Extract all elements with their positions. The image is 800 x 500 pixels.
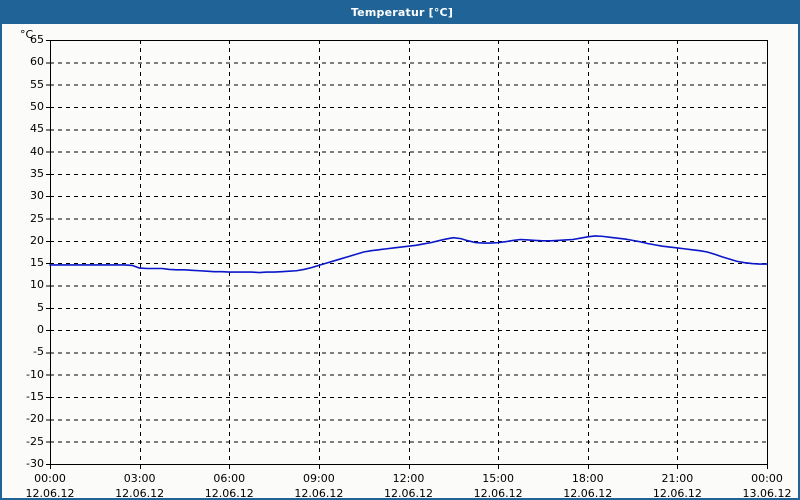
x-axis-tick-time: 09:00	[303, 472, 335, 485]
x-axis-tick-date: 12.06.12	[384, 487, 433, 500]
y-axis-tick-label: 35	[30, 166, 44, 180]
y-axis-tick-label: 30	[30, 189, 44, 203]
axis-ticks	[46, 40, 768, 469]
y-axis-tick-label: 40	[30, 144, 44, 158]
temperature-series-line	[49, 235, 768, 274]
y-axis-tick-label: -15	[26, 390, 44, 404]
x-axis-tick-label: 18:00 12.06.12	[553, 472, 623, 500]
y-axis-tick-label: 10	[30, 278, 44, 292]
y-axis-tick-label: 65	[30, 33, 44, 46]
x-axis-tick-label: 00:00 13.06.12	[732, 472, 798, 500]
x-axis-tick-time: 00:00	[751, 472, 783, 485]
y-axis-tick-label: -5	[33, 345, 44, 359]
y-axis-tick-label: 20	[30, 233, 44, 247]
y-axis-tick-label: -25	[26, 434, 44, 448]
y-axis-tick-label: 45	[30, 122, 44, 136]
y-axis-tick-label: 55	[30, 77, 44, 91]
chart-canvas: °C 65 60 55 50 45 40 35 30 25 20 15 10 5 0 -5 -10 -15 -20-…	[2, 24, 798, 498]
y-axis-tick-label: -30	[26, 457, 44, 470]
x-axis-tick-time: 03:00	[123, 472, 156, 485]
x-axis-tick-label: 15:00 12.06.12	[463, 472, 533, 500]
x-axis-tick-label: 09:00 12.06.12	[284, 472, 354, 500]
x-axis-tick-date: 12.06.12	[204, 487, 254, 500]
x-axis-tick-label: 12:00 12.06.12	[374, 472, 444, 500]
grid-lines	[50, 40, 767, 464]
x-axis-tick-time: 12:00	[392, 472, 425, 485]
x-axis-tick-date: 13.06.12	[742, 487, 792, 500]
y-axis-tick-label: 50	[30, 99, 44, 113]
y-axis-tick-label: 0	[37, 323, 44, 337]
x-axis-tick-time: 00:00	[34, 472, 66, 485]
x-axis-tick-date: 12.06.12	[25, 487, 75, 500]
x-axis-tick-label: 03:00 12.06.12	[105, 472, 175, 500]
x-axis-tick-time: 21:00	[661, 472, 694, 485]
y-axis-tick-label: 5	[37, 300, 44, 314]
x-axis-tick-date: 12.06.12	[563, 487, 613, 500]
x-axis-tick-time: 06:00	[213, 472, 246, 485]
x-axis-tick-label: 21:00 12.06.12	[642, 472, 712, 500]
x-axis-tick-date: 12.06.12	[652, 487, 702, 500]
y-axis-unit-label: °C	[20, 28, 34, 41]
x-axis-tick-date: 12.06.12	[115, 487, 165, 500]
y-axis-tick-label: 15	[30, 256, 44, 270]
window-title: Temperatur [°C]	[2, 2, 798, 24]
y-axis-tick-label: -10	[26, 367, 44, 381]
x-axis-tick-time: 18:00	[571, 472, 604, 485]
x-axis-tick-label: 00:00 12.06.12	[15, 472, 85, 500]
y-axis-tick-label: 60	[30, 55, 44, 69]
temperature-line-chart	[46, 40, 768, 469]
y-axis-tick-label: -20	[26, 412, 44, 426]
x-axis-tick-date: 12.06.12	[473, 487, 523, 500]
x-axis-tick-label: 06:00 12.06.12	[194, 472, 264, 500]
x-axis-tick-time: 15:00	[482, 472, 514, 485]
y-axis-tick-label: 25	[30, 211, 44, 225]
x-axis-tick-date: 12.06.12	[294, 487, 344, 500]
